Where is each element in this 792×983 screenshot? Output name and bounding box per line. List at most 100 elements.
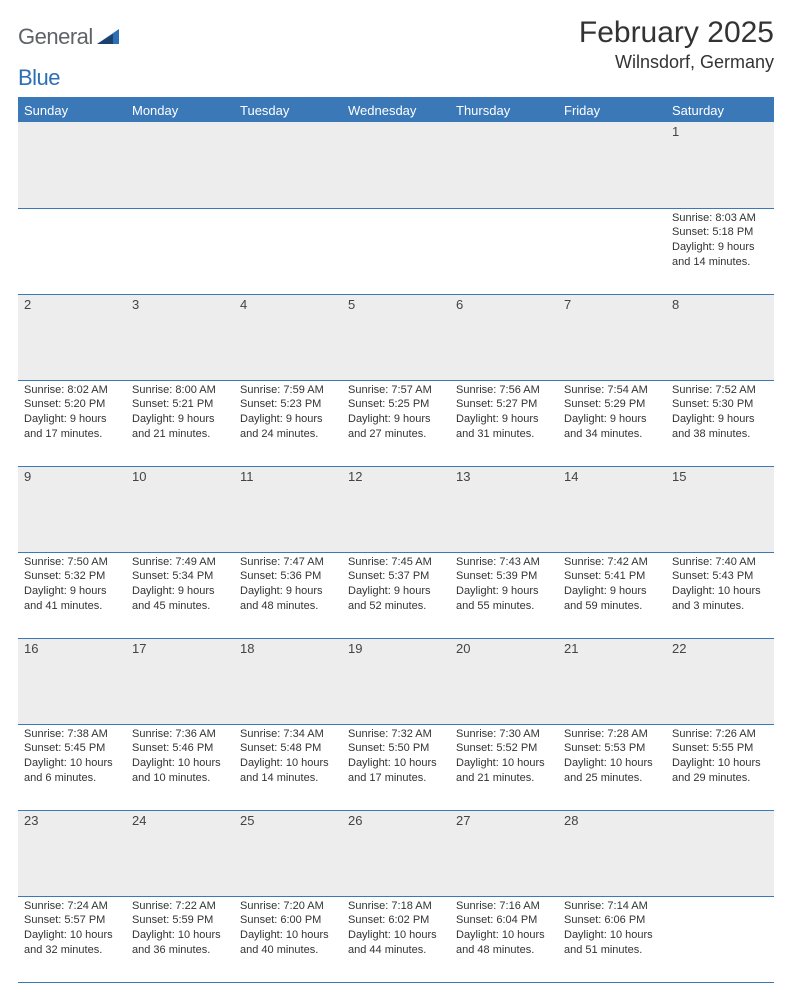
detail-line-ss: Sunset: 5:59 PM bbox=[132, 913, 228, 928]
detail-line-d2: and 32 minutes. bbox=[24, 943, 120, 958]
day-number: 27 bbox=[450, 811, 558, 830]
detail-line-ss: Sunset: 5:36 PM bbox=[240, 569, 336, 584]
day-number-cell: 18 bbox=[234, 638, 342, 724]
detail-line-sr: Sunrise: 7:52 AM bbox=[672, 383, 768, 398]
detail-line-sr: Sunrise: 7:57 AM bbox=[348, 383, 444, 398]
day-number-cell bbox=[342, 122, 450, 208]
day-details: Sunrise: 7:38 AMSunset: 5:45 PMDaylight:… bbox=[18, 725, 126, 790]
detail-line-d1: Daylight: 9 hours bbox=[456, 584, 552, 599]
day-number: 3 bbox=[126, 295, 234, 314]
detail-line-d1: Daylight: 9 hours bbox=[240, 584, 336, 599]
day-number-cell: 26 bbox=[342, 810, 450, 896]
detail-line-d1: Daylight: 9 hours bbox=[348, 584, 444, 599]
detail-line-d2: and 51 minutes. bbox=[564, 943, 660, 958]
detail-line-d1: Daylight: 10 hours bbox=[348, 756, 444, 771]
detail-line-d2: and 17 minutes. bbox=[348, 771, 444, 786]
day-number-cell bbox=[666, 810, 774, 896]
detail-line-d2: and 36 minutes. bbox=[132, 943, 228, 958]
detail-line-d1: Daylight: 9 hours bbox=[240, 412, 336, 427]
day-number: 17 bbox=[126, 639, 234, 658]
detail-line-d1: Daylight: 10 hours bbox=[348, 928, 444, 943]
day-number-cell: 25 bbox=[234, 810, 342, 896]
detail-line-d1: Daylight: 9 hours bbox=[456, 412, 552, 427]
day-details: Sunrise: 7:59 AMSunset: 5:23 PMDaylight:… bbox=[234, 381, 342, 446]
day-cell: Sunrise: 7:59 AMSunset: 5:23 PMDaylight:… bbox=[234, 380, 342, 466]
day-details: Sunrise: 7:43 AMSunset: 5:39 PMDaylight:… bbox=[450, 553, 558, 618]
weekday-header-row: Sunday Monday Tuesday Wednesday Thursday… bbox=[18, 99, 774, 122]
day-cell: Sunrise: 8:03 AMSunset: 5:18 PMDaylight:… bbox=[666, 208, 774, 294]
detail-line-ss: Sunset: 5:50 PM bbox=[348, 741, 444, 756]
location: Wilnsdorf, Germany bbox=[579, 52, 774, 73]
day-number: 20 bbox=[450, 639, 558, 658]
day-number: 11 bbox=[234, 467, 342, 486]
day-number-cell bbox=[558, 122, 666, 208]
col-wednesday: Wednesday bbox=[342, 99, 450, 122]
day-number: 22 bbox=[666, 639, 774, 658]
detail-line-ss: Sunset: 5:23 PM bbox=[240, 397, 336, 412]
detail-line-ss: Sunset: 5:57 PM bbox=[24, 913, 120, 928]
week-body-row: Sunrise: 7:50 AMSunset: 5:32 PMDaylight:… bbox=[18, 552, 774, 638]
day-number-cell: 1 bbox=[666, 122, 774, 208]
empty-day bbox=[666, 811, 774, 829]
day-cell: Sunrise: 7:16 AMSunset: 6:04 PMDaylight:… bbox=[450, 896, 558, 982]
col-thursday: Thursday bbox=[450, 99, 558, 122]
day-number-cell: 13 bbox=[450, 466, 558, 552]
detail-line-d2: and 14 minutes. bbox=[672, 255, 768, 270]
day-cell: Sunrise: 7:20 AMSunset: 6:00 PMDaylight:… bbox=[234, 896, 342, 982]
detail-line-ss: Sunset: 5:55 PM bbox=[672, 741, 768, 756]
day-details: Sunrise: 7:20 AMSunset: 6:00 PMDaylight:… bbox=[234, 897, 342, 962]
day-number-cell: 11 bbox=[234, 466, 342, 552]
day-number: 10 bbox=[126, 467, 234, 486]
detail-line-d1: Daylight: 9 hours bbox=[348, 412, 444, 427]
detail-line-sr: Sunrise: 7:47 AM bbox=[240, 555, 336, 570]
detail-line-ss: Sunset: 5:48 PM bbox=[240, 741, 336, 756]
detail-line-sr: Sunrise: 7:34 AM bbox=[240, 727, 336, 742]
detail-line-sr: Sunrise: 7:38 AM bbox=[24, 727, 120, 742]
detail-line-ss: Sunset: 5:32 PM bbox=[24, 569, 120, 584]
day-details: Sunrise: 7:42 AMSunset: 5:41 PMDaylight:… bbox=[558, 553, 666, 618]
day-number: 8 bbox=[666, 295, 774, 314]
day-details: Sunrise: 7:54 AMSunset: 5:29 PMDaylight:… bbox=[558, 381, 666, 446]
detail-line-sr: Sunrise: 7:18 AM bbox=[348, 899, 444, 914]
detail-line-ss: Sunset: 5:37 PM bbox=[348, 569, 444, 584]
detail-line-d1: Daylight: 10 hours bbox=[456, 756, 552, 771]
day-number-cell: 3 bbox=[126, 294, 234, 380]
day-cell bbox=[666, 896, 774, 982]
day-cell: Sunrise: 7:57 AMSunset: 5:25 PMDaylight:… bbox=[342, 380, 450, 466]
col-friday: Friday bbox=[558, 99, 666, 122]
week-daynum-row: 9101112131415 bbox=[18, 466, 774, 552]
detail-line-d1: Daylight: 9 hours bbox=[564, 584, 660, 599]
detail-line-d1: Daylight: 10 hours bbox=[240, 928, 336, 943]
day-number-cell bbox=[234, 122, 342, 208]
detail-line-sr: Sunrise: 7:20 AM bbox=[240, 899, 336, 914]
day-cell bbox=[558, 208, 666, 294]
day-number-cell: 2 bbox=[18, 294, 126, 380]
detail-line-ss: Sunset: 5:27 PM bbox=[456, 397, 552, 412]
day-cell: Sunrise: 7:24 AMSunset: 5:57 PMDaylight:… bbox=[18, 896, 126, 982]
detail-line-d1: Daylight: 10 hours bbox=[564, 756, 660, 771]
day-number: 28 bbox=[558, 811, 666, 830]
day-cell: Sunrise: 7:22 AMSunset: 5:59 PMDaylight:… bbox=[126, 896, 234, 982]
detail-line-d1: Daylight: 10 hours bbox=[240, 756, 336, 771]
week-body-row: Sunrise: 7:24 AMSunset: 5:57 PMDaylight:… bbox=[18, 896, 774, 982]
day-details: Sunrise: 7:49 AMSunset: 5:34 PMDaylight:… bbox=[126, 553, 234, 618]
day-number-cell: 19 bbox=[342, 638, 450, 724]
day-number-cell: 10 bbox=[126, 466, 234, 552]
detail-line-ss: Sunset: 5:25 PM bbox=[348, 397, 444, 412]
day-cell: Sunrise: 7:32 AMSunset: 5:50 PMDaylight:… bbox=[342, 724, 450, 810]
day-number-cell: 27 bbox=[450, 810, 558, 896]
day-cell: Sunrise: 7:52 AMSunset: 5:30 PMDaylight:… bbox=[666, 380, 774, 466]
day-number-cell: 22 bbox=[666, 638, 774, 724]
day-cell: Sunrise: 7:38 AMSunset: 5:45 PMDaylight:… bbox=[18, 724, 126, 810]
brand-part1: General bbox=[18, 24, 93, 50]
empty-day bbox=[450, 122, 558, 140]
detail-line-d1: Daylight: 10 hours bbox=[564, 928, 660, 943]
calendar-table: Sunday Monday Tuesday Wednesday Thursday… bbox=[18, 99, 774, 983]
day-number: 21 bbox=[558, 639, 666, 658]
detail-line-ss: Sunset: 5:18 PM bbox=[672, 225, 768, 240]
detail-line-d1: Daylight: 10 hours bbox=[132, 928, 228, 943]
day-cell bbox=[450, 208, 558, 294]
day-number-cell: 9 bbox=[18, 466, 126, 552]
col-tuesday: Tuesday bbox=[234, 99, 342, 122]
day-number: 19 bbox=[342, 639, 450, 658]
